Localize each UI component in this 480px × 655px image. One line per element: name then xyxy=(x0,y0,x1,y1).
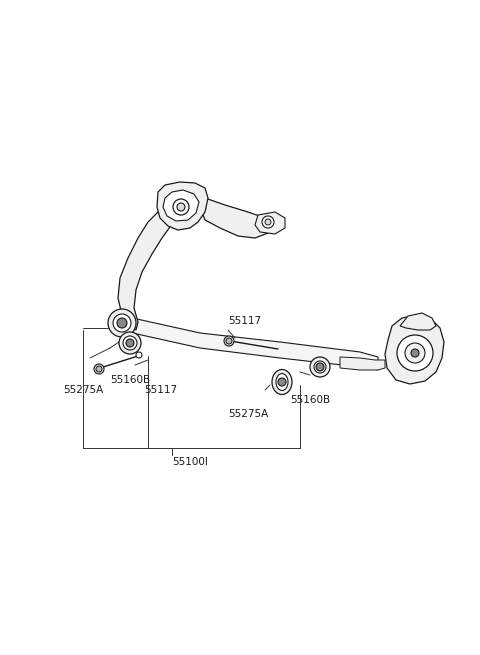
Ellipse shape xyxy=(276,373,288,390)
Circle shape xyxy=(397,335,433,371)
Ellipse shape xyxy=(113,314,131,332)
Text: 55160B: 55160B xyxy=(290,395,330,405)
Circle shape xyxy=(278,378,286,386)
Circle shape xyxy=(177,203,185,211)
Text: 55160B: 55160B xyxy=(110,375,150,385)
Circle shape xyxy=(136,352,142,358)
Polygon shape xyxy=(118,210,178,330)
Circle shape xyxy=(224,336,234,346)
Circle shape xyxy=(173,199,189,215)
Circle shape xyxy=(126,339,134,347)
Polygon shape xyxy=(340,357,385,370)
Circle shape xyxy=(94,364,104,374)
Circle shape xyxy=(265,219,271,225)
Ellipse shape xyxy=(119,332,141,354)
Polygon shape xyxy=(255,212,285,234)
Circle shape xyxy=(96,366,102,372)
Circle shape xyxy=(316,363,324,371)
Circle shape xyxy=(411,349,419,357)
Ellipse shape xyxy=(272,369,292,394)
Polygon shape xyxy=(163,190,199,221)
Ellipse shape xyxy=(123,336,137,350)
Ellipse shape xyxy=(314,361,326,373)
Text: 55275A: 55275A xyxy=(63,385,103,395)
Polygon shape xyxy=(157,182,208,230)
Text: 55275A: 55275A xyxy=(228,409,268,419)
Polygon shape xyxy=(400,313,436,330)
Ellipse shape xyxy=(108,309,136,337)
Circle shape xyxy=(117,318,127,328)
Text: 55100I: 55100I xyxy=(172,457,208,467)
Circle shape xyxy=(405,343,425,363)
Polygon shape xyxy=(202,198,272,238)
Text: 55117: 55117 xyxy=(228,316,261,326)
Polygon shape xyxy=(385,315,444,384)
Circle shape xyxy=(226,338,232,344)
Circle shape xyxy=(262,216,274,228)
Text: 55117: 55117 xyxy=(144,385,177,395)
Polygon shape xyxy=(128,317,378,370)
Ellipse shape xyxy=(310,357,330,377)
